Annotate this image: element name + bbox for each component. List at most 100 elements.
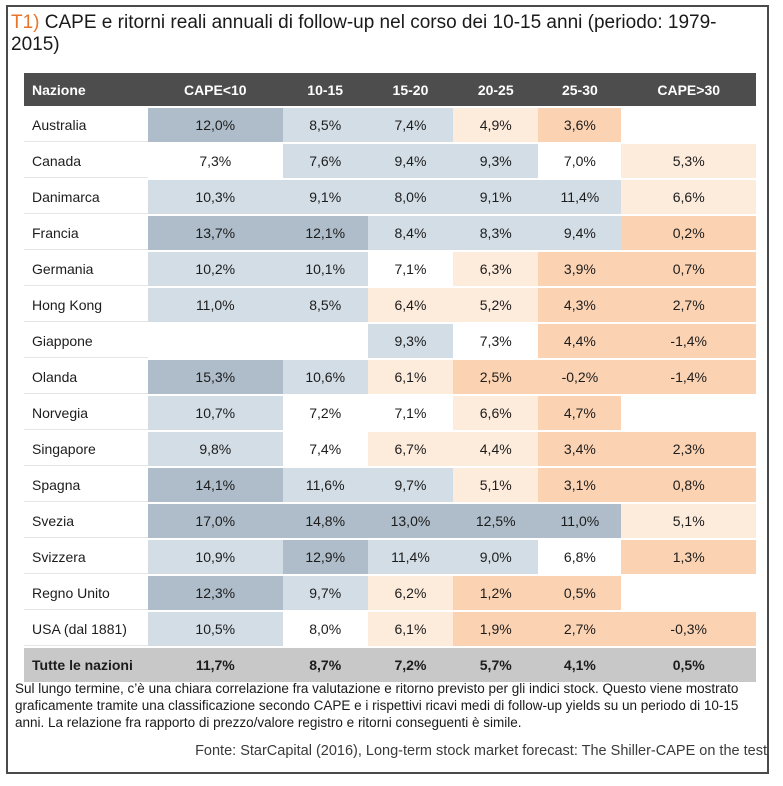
return-cell: 8,3% <box>453 216 539 250</box>
return-cell: 9,4% <box>367 144 454 178</box>
return-cell: -1,4% <box>621 360 756 394</box>
return-cell: 9,3% <box>453 144 539 178</box>
table-row: Svizzera 10,9% 12,9% 11,4% 9,0% 6,8% 1,3% <box>24 540 756 574</box>
return-cell: 0,5% <box>538 576 622 610</box>
return-cell: 0,7% <box>621 252 756 286</box>
return-cell: 7,1% <box>367 252 454 286</box>
return-cell: 10,9% <box>148 540 283 574</box>
return-cell: 6,1% <box>367 612 454 646</box>
return-cell: 14,8% <box>282 504 368 538</box>
return-cell: 9,0% <box>453 540 539 574</box>
return-cell: 10,7% <box>148 396 283 430</box>
column-header: 25-30 <box>538 73 622 106</box>
return-cell: 8,5% <box>282 288 368 322</box>
total-cell: 5,7% <box>453 648 539 682</box>
figure-title: T1) CAPE e ritorni reali annuali di foll… <box>11 12 761 56</box>
return-cell: 9,7% <box>282 576 368 610</box>
return-cell <box>621 576 756 610</box>
return-cell: 3,4% <box>538 432 622 466</box>
table-row: Regno Unito 12,3% 9,7% 6,2% 1,2% 0,5% <box>24 576 756 610</box>
return-cell <box>621 396 756 430</box>
return-cell: 2,5% <box>453 360 539 394</box>
return-cell: 12,3% <box>148 576 283 610</box>
return-cell: 6,1% <box>367 360 454 394</box>
return-cell: 11,0% <box>538 504 622 538</box>
return-cell: 5,2% <box>453 288 539 322</box>
return-cell: 14,1% <box>148 468 283 502</box>
total-row: Tutte le nazioni 11,7% 8,7% 7,2% 5,7% 4,1% 0,5… <box>24 648 756 682</box>
return-cell: 7,4% <box>282 432 368 466</box>
column-header: CAPE>30 <box>621 73 756 106</box>
total-cell: 0,5% <box>621 648 756 682</box>
return-cell: 10,6% <box>282 360 368 394</box>
return-cell: 5,1% <box>621 504 756 538</box>
return-cell: 9,1% <box>453 180 539 214</box>
column-header: 15-20 <box>367 73 454 106</box>
return-cell: 7,0% <box>538 144 622 178</box>
table-row: Danimarca 10,3% 9,1% 8,0% 9,1% 11,4% 6,6% <box>24 180 756 214</box>
return-cell: 0,8% <box>621 468 756 502</box>
return-cell: 8,5% <box>282 108 368 142</box>
total-cell: 4,1% <box>538 648 622 682</box>
return-cell: 6,2% <box>367 576 454 610</box>
return-cell: 10,5% <box>148 612 283 646</box>
return-cell: 7,3% <box>453 324 539 358</box>
return-cell: 1,3% <box>621 540 756 574</box>
return-cell: 12,1% <box>282 216 368 250</box>
country-name: Germania <box>24 252 148 286</box>
return-cell: 9,1% <box>282 180 368 214</box>
table-row: Hong Kong 11,0% 8,5% 6,4% 5,2% 4,3% 2,7% <box>24 288 756 322</box>
return-cell: 8,0% <box>367 180 454 214</box>
return-cell: 7,4% <box>367 108 454 142</box>
return-cell: 11,0% <box>148 288 283 322</box>
return-cell: 11,6% <box>282 468 368 502</box>
return-cell: 7,3% <box>148 144 283 178</box>
return-cell: 3,9% <box>538 252 622 286</box>
country-name: Svizzera <box>24 540 148 574</box>
return-cell: 7,1% <box>367 396 454 430</box>
return-cell: 12,9% <box>282 540 368 574</box>
return-cell: 13,0% <box>367 504 454 538</box>
table-row: Giappone 9,3% 7,3% 4,4% -1,4% <box>24 324 756 358</box>
return-cell: 2,7% <box>621 288 756 322</box>
figure-caption: Sul lungo termine, c’è una chiara correl… <box>15 681 739 730</box>
return-cell: 9,8% <box>148 432 283 466</box>
country-name: Singapore <box>24 432 148 466</box>
country-name: Norvegia <box>24 396 148 430</box>
return-cell: 10,3% <box>148 180 283 214</box>
cape-table: Nazione CAPE<10 10-15 15-20 20-25 25-30 CAPE>3… <box>24 71 756 684</box>
return-cell: 4,4% <box>453 432 539 466</box>
return-cell: 6,3% <box>453 252 539 286</box>
country-name: Spagna <box>24 468 148 502</box>
country-name: Hong Kong <box>24 288 148 322</box>
country-name: Canada <box>24 144 148 178</box>
table-body: Australia 12,0% 8,5% 7,4% 4,9% 3,6% Canada 7,3%… <box>24 108 756 682</box>
return-cell: 8,4% <box>367 216 454 250</box>
return-cell: 6,8% <box>538 540 622 574</box>
total-cell: 11,7% <box>148 648 283 682</box>
return-cell: 6,6% <box>621 180 756 214</box>
return-cell <box>621 108 756 142</box>
return-cell: 9,3% <box>367 324 454 358</box>
return-cell: 4,3% <box>538 288 622 322</box>
return-cell <box>148 324 283 358</box>
figure-title-text: CAPE e ritorni reali annuali di follow-u… <box>11 12 717 55</box>
table-row: Australia 12,0% 8,5% 7,4% 4,9% 3,6% <box>24 108 756 142</box>
return-cell: 1,2% <box>453 576 539 610</box>
table-row: Singapore 9,8% 7,4% 6,7% 4,4% 3,4% 2,3% <box>24 432 756 466</box>
table-row: Norvegia 10,7% 7,2% 7,1% 6,6% 4,7% <box>24 396 756 430</box>
table-row: Spagna 14,1% 11,6% 9,7% 5,1% 3,1% 0,8% <box>24 468 756 502</box>
return-cell: 4,7% <box>538 396 622 430</box>
total-label: Tutte le nazioni <box>24 648 148 682</box>
table-row: Germania 10,2% 10,1% 7,1% 6,3% 3,9% 0,7% <box>24 252 756 286</box>
return-cell: 9,4% <box>538 216 622 250</box>
return-cell: 7,6% <box>282 144 368 178</box>
return-cell: 15,3% <box>148 360 283 394</box>
return-cell <box>282 324 368 358</box>
return-cell: 0,2% <box>621 216 756 250</box>
return-cell: -0,2% <box>538 360 622 394</box>
return-cell: 12,0% <box>148 108 283 142</box>
return-cell: 6,7% <box>367 432 454 466</box>
total-cell: 7,2% <box>367 648 454 682</box>
return-cell: 5,3% <box>621 144 756 178</box>
